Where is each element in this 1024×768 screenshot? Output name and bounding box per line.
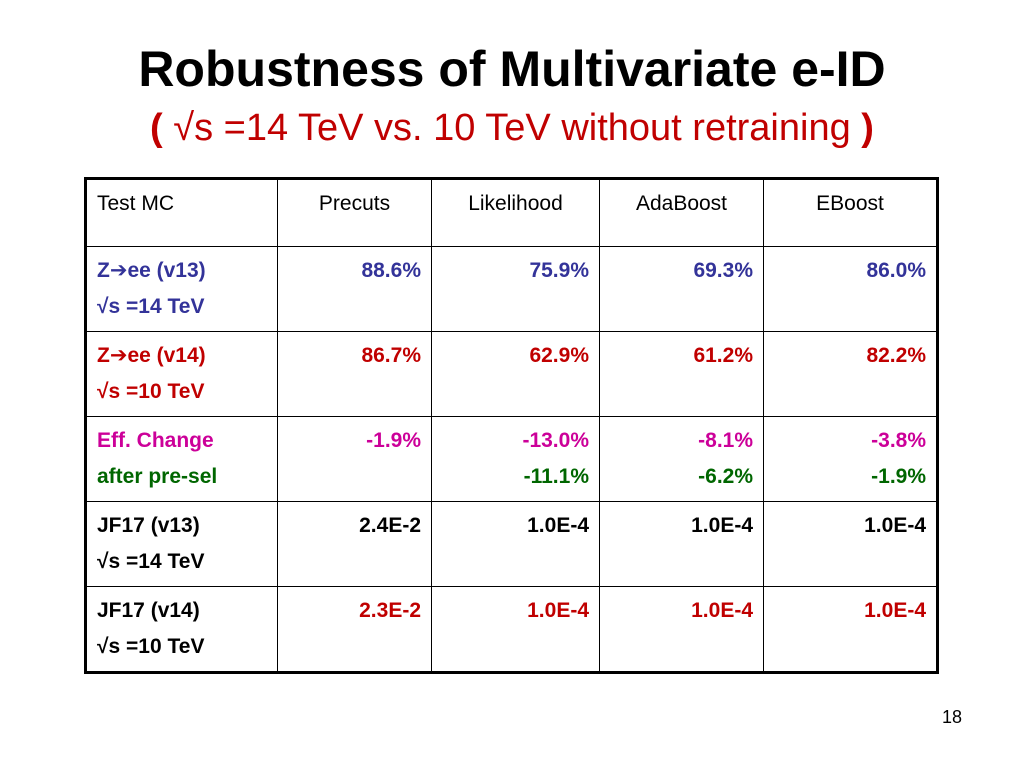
ee-text: ee (v14) bbox=[127, 344, 206, 367]
row-label: Z➔ee (v13) √s =14 TeV bbox=[85, 246, 278, 332]
cell-value-line2: -6.2% bbox=[698, 465, 753, 488]
cell-value-line2: -11.1% bbox=[523, 465, 589, 488]
slide-title: Robustness of Multivariate e-ID bbox=[138, 41, 886, 97]
row-label-line2: √s =14 TeV bbox=[97, 550, 205, 573]
table-row: JF17 (v13) √s =14 TeV 2.4E-2 1.0E-4 1.0E… bbox=[85, 501, 938, 587]
cell-precuts: 88.6% bbox=[277, 246, 432, 332]
row-label-line1: JF17 (v13) bbox=[97, 514, 200, 537]
row-label-line2: √s =10 TeV bbox=[97, 635, 205, 658]
header-precuts: Precuts bbox=[277, 178, 432, 247]
header-likelihood: Likelihood bbox=[431, 178, 600, 247]
header-eboost: EBoost bbox=[763, 178, 938, 247]
cell-eboost: -3.8% -1.9% bbox=[763, 416, 938, 502]
table-row: Z➔ee (v13) √s =14 TeV 88.6% 75.9% 69.3% … bbox=[85, 246, 938, 332]
cell-precuts: 2.4E-2 bbox=[277, 501, 432, 587]
cell-adaboost: 1.0E-4 bbox=[599, 586, 764, 673]
cell-adaboost: 69.3% bbox=[599, 246, 764, 332]
row-label-line1: Z➔ee (v13) bbox=[97, 253, 267, 289]
cell-adaboost: 61.2% bbox=[599, 331, 764, 417]
cell-precuts: -1.9% bbox=[277, 416, 432, 502]
cell-eboost: 82.2% bbox=[763, 331, 938, 417]
row-label-line2: after pre-sel bbox=[97, 465, 218, 488]
table-row: Z➔ee (v14) √s =10 TeV 86.7% 62.9% 61.2% … bbox=[85, 331, 938, 417]
cell-value-line1: -3.8% bbox=[871, 429, 926, 452]
table-row: JF17 (v14) √s =10 TeV 2.3E-2 1.0E-4 1.0E… bbox=[85, 586, 938, 673]
table-row: Eff. Change after pre-sel -1.9% -13.0% -… bbox=[85, 416, 938, 502]
cell-eboost: 86.0% bbox=[763, 246, 938, 332]
row-label-line1: JF17 (v14) bbox=[97, 599, 200, 622]
row-label: JF17 (v13) √s =14 TeV bbox=[85, 501, 278, 587]
cell-likelihood: 1.0E-4 bbox=[431, 501, 600, 587]
row-label-line2: √s =10 TeV bbox=[97, 380, 205, 403]
cell-value-line1: -13.0% bbox=[522, 429, 589, 452]
cell-precuts: 2.3E-2 bbox=[277, 586, 432, 673]
cell-value-line1: -8.1% bbox=[698, 429, 753, 452]
row-label-line1: Z➔ee (v14) bbox=[97, 338, 267, 374]
cell-likelihood: -13.0% -11.1% bbox=[431, 416, 600, 502]
cell-eboost: 1.0E-4 bbox=[763, 501, 938, 587]
cell-eboost: 1.0E-4 bbox=[763, 586, 938, 673]
cell-adaboost: 1.0E-4 bbox=[599, 501, 764, 587]
cell-value-line2: -1.9% bbox=[871, 465, 926, 488]
subtitle-text: √s =14 TeV vs. 10 TeV without retraining bbox=[162, 107, 862, 149]
cell-likelihood: 1.0E-4 bbox=[431, 586, 600, 673]
arrow-right-icon: ➔ bbox=[109, 344, 128, 367]
row-label: Eff. Change after pre-sel bbox=[85, 416, 278, 502]
row-label: JF17 (v14) √s =10 TeV bbox=[85, 586, 278, 673]
header-test-mc: Test MC bbox=[85, 178, 278, 247]
z-text: Z bbox=[97, 344, 110, 367]
header-adaboost: AdaBoost bbox=[599, 178, 764, 247]
row-label-line2: √s =14 TeV bbox=[97, 295, 205, 318]
arrow-right-icon: ➔ bbox=[109, 259, 128, 282]
subtitle-open-paren: ( bbox=[150, 107, 163, 149]
cell-likelihood: 62.9% bbox=[431, 331, 600, 417]
row-label: Z➔ee (v14) √s =10 TeV bbox=[85, 331, 278, 417]
cell-adaboost: -8.1% -6.2% bbox=[599, 416, 764, 502]
ee-text: ee (v13) bbox=[127, 259, 206, 282]
row-label-line1: Eff. Change bbox=[97, 429, 214, 452]
cell-likelihood: 75.9% bbox=[431, 246, 600, 332]
cell-precuts: 86.7% bbox=[277, 331, 432, 417]
table-header-row: Test MC Precuts Likelihood AdaBoost EBoo… bbox=[85, 178, 938, 247]
slide-subtitle: ( √s =14 TeV vs. 10 TeV without retraini… bbox=[0, 104, 1024, 152]
cell-value-line1: -1.9% bbox=[366, 429, 421, 452]
subtitle-close-paren: ) bbox=[861, 107, 874, 149]
z-text: Z bbox=[97, 259, 110, 282]
results-table: Test MC Precuts Likelihood AdaBoost EBoo… bbox=[84, 177, 939, 674]
page-number: 18 bbox=[941, 707, 962, 727]
